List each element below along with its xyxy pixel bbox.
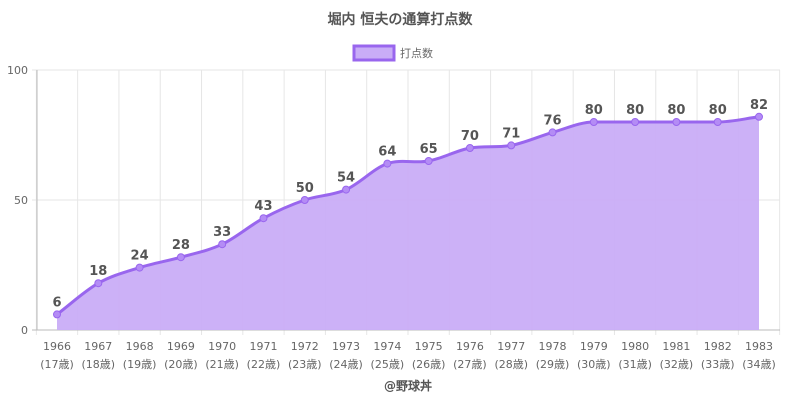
- data-point: [94, 279, 103, 288]
- data-label: 54: [337, 171, 355, 186]
- x-tick-sublabel: (28歳): [494, 358, 528, 371]
- data-label: 71: [502, 126, 520, 141]
- x-tick-label: 1977: [497, 340, 525, 353]
- data-point: [259, 214, 268, 223]
- data-label: 43: [254, 199, 272, 214]
- legend[interactable]: 打点数: [352, 44, 433, 62]
- x-tick-label: 1981: [662, 340, 690, 353]
- x-tick-label: 1969: [167, 340, 195, 353]
- data-label: 80: [709, 103, 727, 118]
- x-tick-sublabel: (31歳): [618, 358, 652, 371]
- x-tick-label: 1968: [126, 340, 154, 353]
- data-label: 50: [296, 181, 314, 196]
- plot-area: 6 18 24 28 33 43 50 54 64 65 70 71 76 80 80 80 80 82: [52, 98, 768, 330]
- x-tick-sublabel: (25歳): [371, 358, 405, 371]
- y-tick-label: 50: [14, 194, 28, 207]
- data-label: 80: [585, 103, 603, 118]
- data-label: 64: [378, 145, 396, 160]
- x-tick-sublabel: (29歳): [536, 358, 570, 371]
- x-tick-sublabel: (26歳): [412, 358, 446, 371]
- data-point: [218, 240, 227, 249]
- data-point: [465, 144, 474, 152]
- data-point: [176, 253, 185, 262]
- data-point: [548, 128, 557, 137]
- x-tick-sublabel: (34歳): [742, 358, 776, 371]
- y-tick-label: 100: [7, 64, 28, 77]
- data-label: 28: [172, 238, 190, 253]
- x-tick-sublabel: (21歳): [205, 358, 239, 371]
- x-tick-label: 1979: [580, 340, 608, 353]
- data-point: [713, 118, 722, 126]
- data-point: [300, 196, 309, 204]
- footer-credit: @野球丼: [384, 378, 432, 393]
- data-point: [631, 118, 640, 126]
- data-point: [135, 263, 144, 272]
- data-point: [383, 159, 392, 168]
- data-label: 82: [750, 98, 768, 113]
- x-tick-label: 1975: [415, 340, 443, 353]
- legend-label: 打点数: [400, 46, 433, 60]
- data-label: 6: [52, 295, 61, 310]
- x-tick-sublabel: (32歳): [660, 358, 694, 371]
- legend-swatch: [352, 44, 396, 62]
- x-tick-label: 1972: [291, 340, 319, 353]
- chart-title: 堀内 恒夫の通算打点数: [328, 11, 474, 28]
- x-tick-sublabel: (30歳): [577, 358, 611, 371]
- x-tick-label: 1983: [745, 340, 773, 353]
- x-tick-sublabel: (33歳): [701, 358, 735, 371]
- data-label: 65: [420, 142, 438, 157]
- x-tick-label: 1976: [456, 340, 484, 353]
- x-tick-label: 1971: [249, 340, 277, 353]
- data-label: 33: [213, 225, 231, 240]
- data-point: [589, 118, 598, 126]
- data-point: [755, 112, 763, 121]
- axes: 0 50 100 1966 (17歳) 1967 (18歳) 1968 (19歳) 1969 (20…: [7, 64, 776, 371]
- x-tick-sublabel: (22歳): [247, 358, 281, 371]
- x-tick-label: 1970: [208, 340, 236, 353]
- data-label: 76: [543, 113, 561, 128]
- x-tick-sublabel: (17歳): [40, 358, 74, 371]
- x-tick-sublabel: (20歳): [164, 358, 198, 371]
- data-label: 80: [667, 103, 685, 118]
- x-tick-sublabel: (27歳): [453, 358, 487, 371]
- x-tick-sublabel: (18歳): [81, 358, 115, 371]
- x-tick-label: 1967: [84, 340, 112, 353]
- x-tick-label: 1974: [373, 340, 401, 353]
- data-label: 80: [626, 103, 644, 118]
- data-label: 24: [131, 249, 149, 264]
- y-tick-label: 0: [21, 324, 28, 337]
- data-point: [342, 185, 351, 194]
- x-tick-label: 1980: [621, 340, 649, 353]
- series-area-fill: [57, 116, 759, 330]
- data-point: [507, 141, 516, 150]
- data-point: [53, 310, 61, 319]
- data-point: [672, 118, 681, 126]
- data-point: [424, 157, 433, 165]
- x-tick-label: 1982: [704, 340, 732, 353]
- x-tick-sublabel: (24歳): [329, 358, 363, 371]
- x-tick-label: 1966: [43, 340, 71, 353]
- x-tick-label: 1973: [332, 340, 360, 353]
- data-label: 18: [89, 264, 107, 279]
- x-tick-label: 1978: [539, 340, 567, 353]
- x-tick-sublabel: (19歳): [123, 358, 157, 371]
- data-label: 70: [461, 129, 479, 144]
- x-tick-sublabel: (23歳): [288, 358, 322, 371]
